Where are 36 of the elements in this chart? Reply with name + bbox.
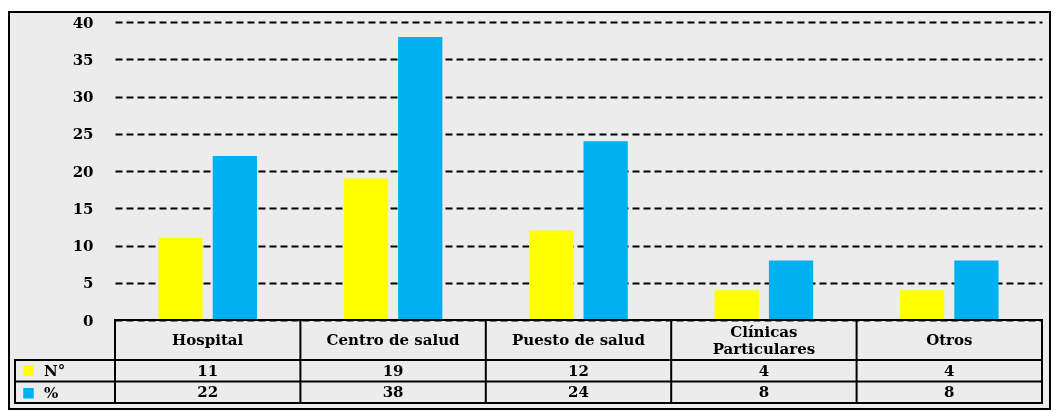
- x-tick-label: Otros: [926, 331, 973, 349]
- data-label: 8: [944, 383, 955, 402]
- bar: [212, 156, 257, 320]
- data-label: 4: [944, 361, 955, 380]
- y-tick-label: 5: [83, 274, 94, 293]
- bar: [768, 260, 814, 320]
- data-label: 11: [197, 361, 219, 380]
- bar: [900, 290, 945, 320]
- y-tick-label: 25: [72, 125, 94, 144]
- bar: [158, 238, 203, 320]
- legend-label: %: [44, 384, 59, 403]
- y-tick-label: 35: [72, 50, 94, 69]
- bar: [954, 260, 999, 320]
- legend-label: N°: [44, 361, 66, 380]
- bar: [529, 230, 574, 320]
- data-label: 12: [568, 361, 589, 380]
- bar: [583, 141, 628, 320]
- data-label: 22: [197, 383, 219, 402]
- y-tick-label: 0: [83, 311, 94, 330]
- y-tick-label: 15: [72, 199, 94, 218]
- bar: [343, 178, 389, 320]
- data-label: 38: [382, 383, 404, 402]
- bar: [714, 290, 759, 320]
- x-tick-label: Hospital: [172, 331, 244, 349]
- data-label: 24: [568, 383, 589, 402]
- y-tick-label: 30: [72, 88, 94, 106]
- y-tick-label: 40: [72, 13, 94, 32]
- data-label: 8: [758, 383, 770, 402]
- x-tick-label: Clínicas Particulares: [712, 322, 816, 358]
- data-label: 4: [758, 361, 770, 380]
- x-tick-label: Puesto de salud: [512, 331, 646, 349]
- y-tick-label: 20: [72, 162, 94, 181]
- x-tick-label: Centro de salud: [326, 331, 461, 349]
- data-label: 19: [382, 361, 404, 380]
- bar: [398, 36, 443, 320]
- y-tick-label: 10: [72, 237, 94, 255]
